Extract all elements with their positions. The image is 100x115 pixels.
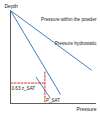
svg-text:Pressure within the powder: Pressure within the powder bbox=[41, 17, 97, 22]
svg-text:Depth: Depth bbox=[5, 3, 19, 9]
svg-text:0.63 z_SAT: 0.63 z_SAT bbox=[12, 86, 36, 91]
svg-text:Pressure hydrostatic: Pressure hydrostatic bbox=[55, 41, 98, 46]
svg-text:Pressure: Pressure bbox=[76, 106, 96, 112]
svg-text:P_SAT: P_SAT bbox=[46, 98, 60, 103]
